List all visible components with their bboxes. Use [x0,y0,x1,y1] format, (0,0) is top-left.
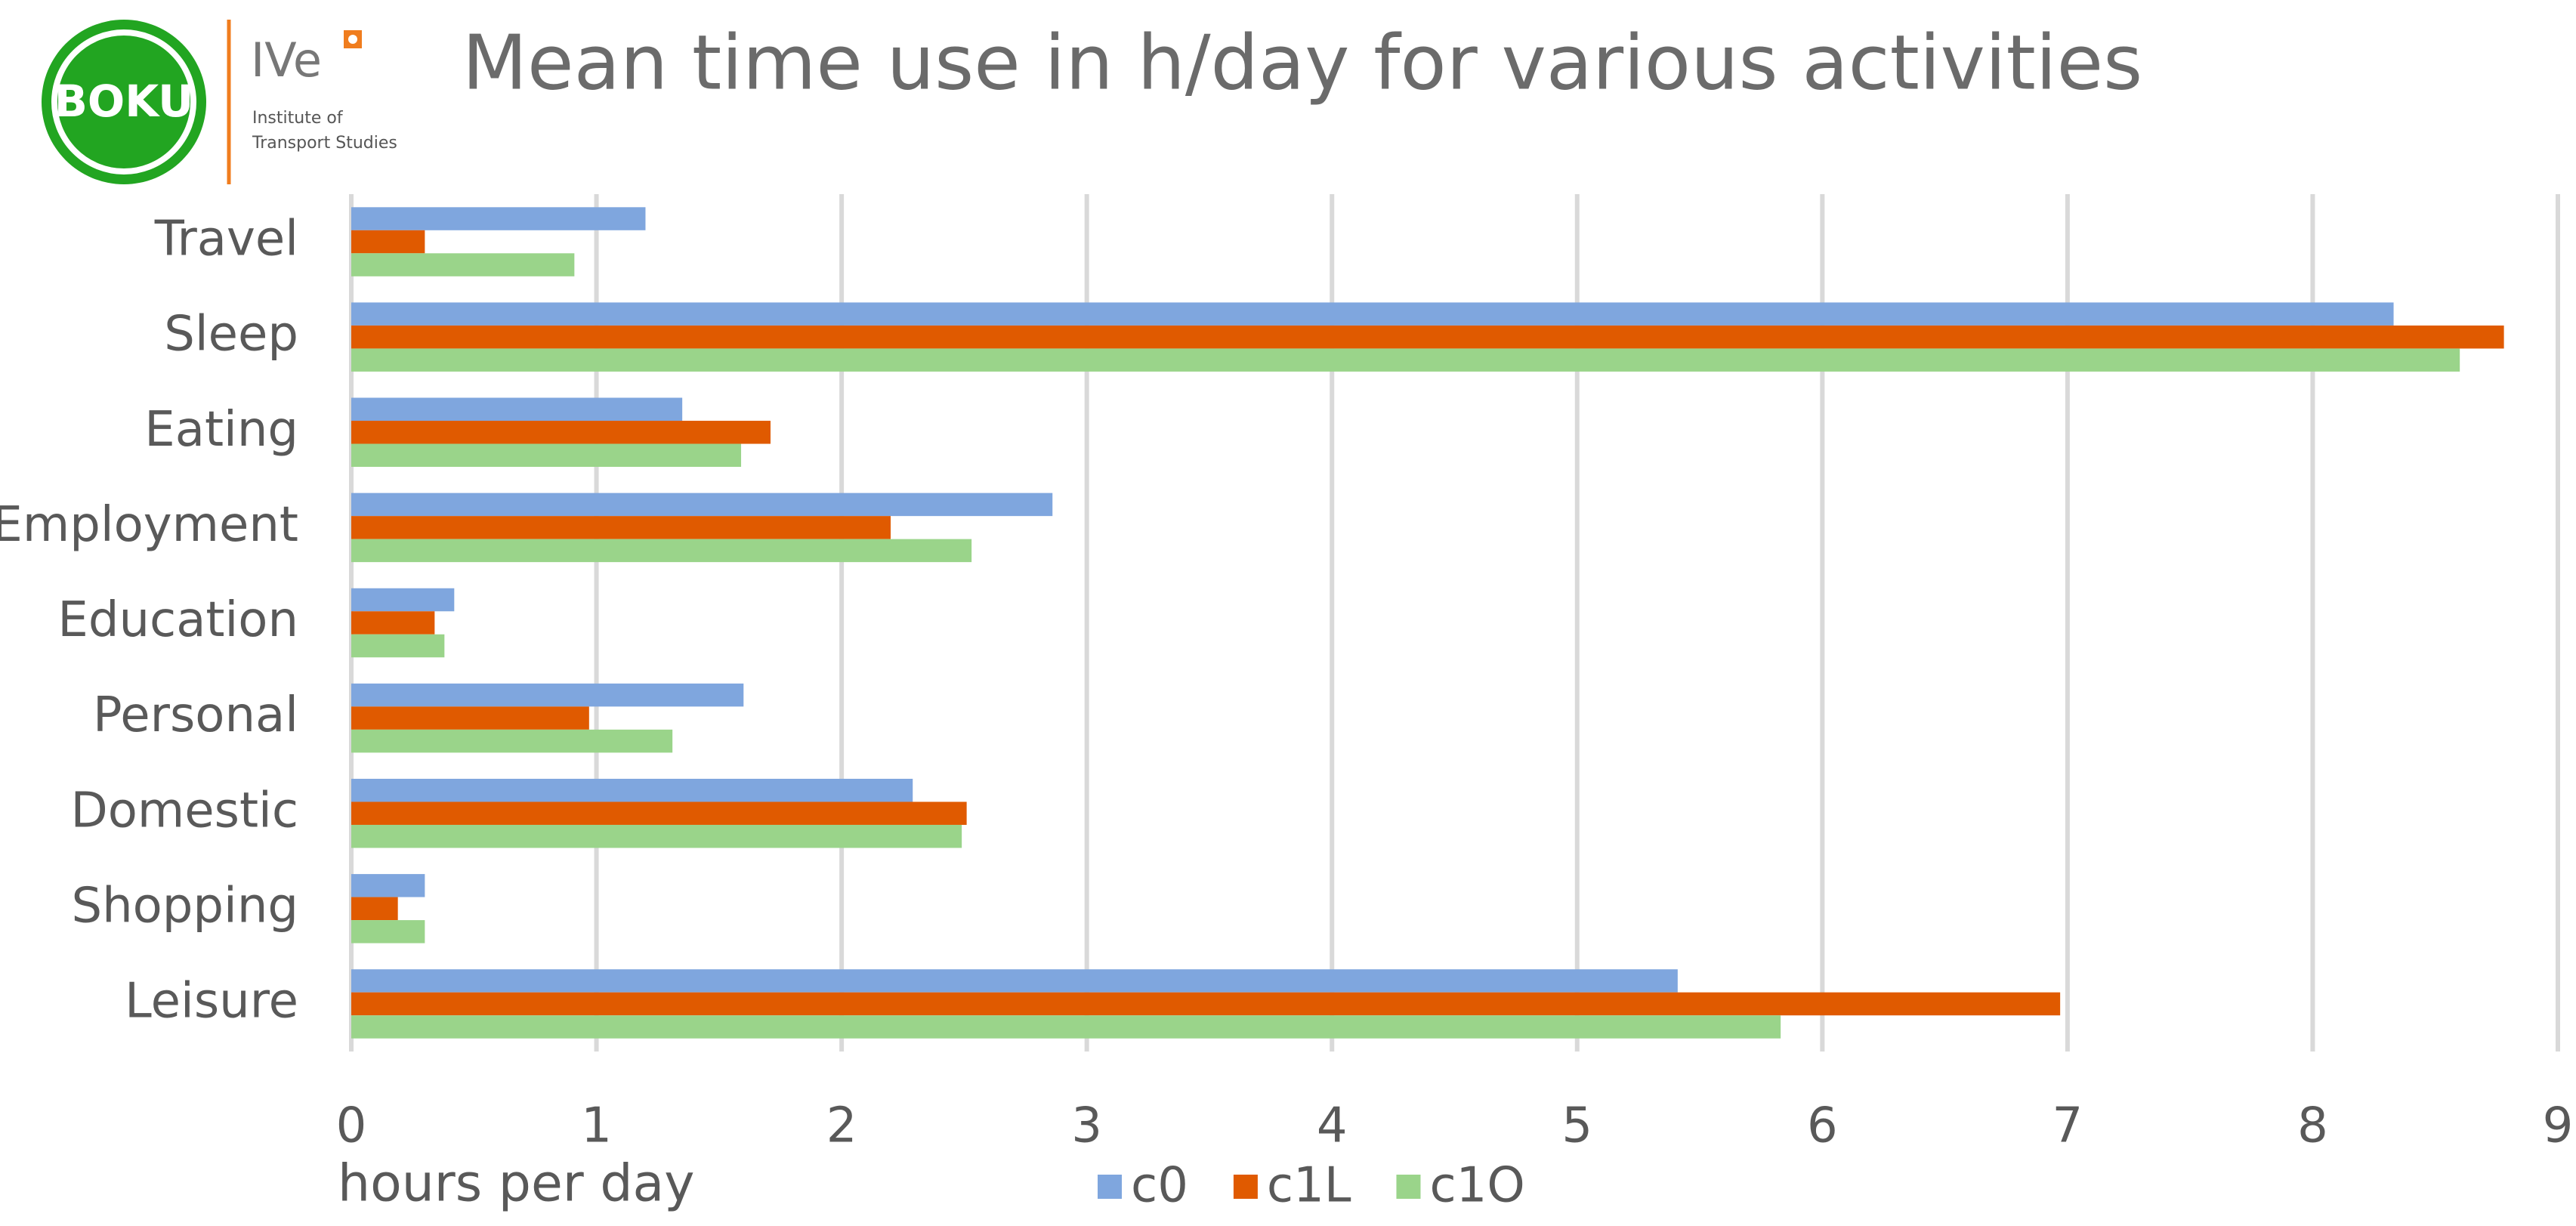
x-tick-label: 5 [1561,1098,1592,1154]
logo-ring [51,29,196,174]
x-tick-label: 9 [2543,1098,2574,1154]
legend-swatch [1233,1175,1258,1199]
logo-ive: IVe [251,32,322,88]
logo-icon-dot [348,35,357,44]
bar [351,920,425,943]
bar [351,634,445,658]
bar [351,778,913,802]
y-tick-label: Shopping [71,878,298,934]
bar [351,611,435,635]
x-tick-label: 2 [826,1098,857,1154]
bar [351,801,967,825]
bar [351,302,2394,326]
y-tick-label: Education [57,592,298,648]
bar [351,824,962,848]
legend-swatch [1396,1175,1421,1199]
bar [351,969,1678,993]
y-tick-label: Employment [0,497,298,553]
x-tick-label: 8 [2297,1098,2328,1154]
chart-title: Mean time use in h/day for various activ… [462,18,2142,107]
y-tick-label: Personal [93,687,298,743]
y-tick-label: Domestic [70,783,298,838]
y-tick-label: Sleep [164,307,298,363]
logo-line2: Transport Studies [252,134,397,153]
logo-line1: Institute of [252,109,344,128]
logo: BOKU IVe Institute of Transport Studies [42,20,397,184]
bar [351,348,2460,372]
y-tick-label: Leisure [125,974,298,1030]
x-tick-label: 7 [2052,1098,2083,1154]
legend-label: c1O [1429,1158,1524,1214]
x-tick-label: 1 [581,1098,612,1154]
x-tick-label: 3 [1071,1098,1102,1154]
x-tick-label: 6 [1807,1098,1838,1154]
bar [351,588,455,612]
bar [351,516,891,539]
x-axis-title: hours per day [338,1154,694,1214]
bar [351,1015,1781,1039]
bar [351,706,589,730]
x-tick-label: 4 [1317,1098,1348,1154]
y-tick-label: Eating [144,402,298,458]
bar [351,729,673,753]
legend-swatch [1098,1175,1122,1199]
legend-label: c1L [1267,1158,1351,1214]
bar [351,539,972,563]
bar [351,992,2061,1016]
bar [351,493,1053,517]
logo-boku: BOKU [54,76,194,127]
bar [351,443,742,468]
bar [351,230,425,254]
y-tick-label: Travel [154,212,298,267]
bar [351,207,646,230]
bar [351,897,398,921]
bar [351,421,771,444]
x-tick-label: 0 [336,1098,367,1154]
bar [351,874,425,897]
legend-label: c0 [1131,1158,1188,1214]
logo-circle [42,20,206,184]
bar [351,253,575,276]
bar [351,325,2504,349]
bar [351,397,683,422]
bar [351,683,744,707]
